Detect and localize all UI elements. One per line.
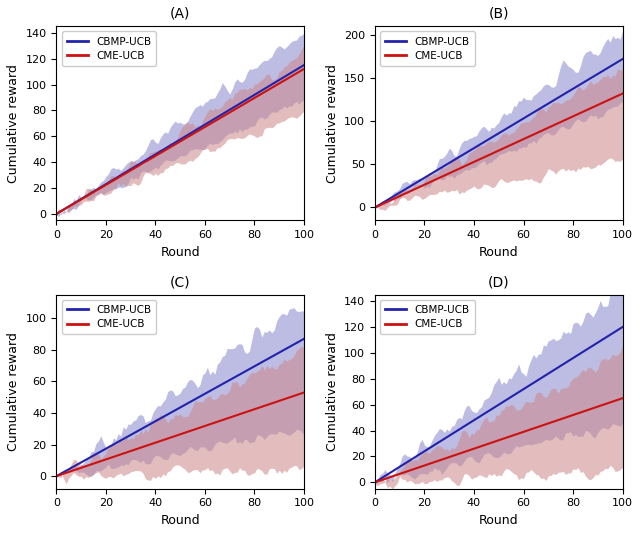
Y-axis label: Cumulative reward: Cumulative reward xyxy=(7,332,20,451)
X-axis label: Round: Round xyxy=(161,246,200,258)
Legend: CBMP-UCB, CME-UCB: CBMP-UCB, CME-UCB xyxy=(61,300,156,334)
Legend: CBMP-UCB, CME-UCB: CBMP-UCB, CME-UCB xyxy=(380,32,475,66)
Title: (C): (C) xyxy=(170,276,191,289)
Legend: CBMP-UCB, CME-UCB: CBMP-UCB, CME-UCB xyxy=(61,32,156,66)
Y-axis label: Cumulative reward: Cumulative reward xyxy=(326,64,339,183)
Title: (A): (A) xyxy=(170,7,190,21)
Y-axis label: Cumulative reward: Cumulative reward xyxy=(326,332,339,451)
Legend: CBMP-UCB, CME-UCB: CBMP-UCB, CME-UCB xyxy=(380,300,475,334)
Title: (D): (D) xyxy=(488,276,509,289)
X-axis label: Round: Round xyxy=(161,514,200,527)
X-axis label: Round: Round xyxy=(479,514,518,527)
Title: (B): (B) xyxy=(488,7,509,21)
Y-axis label: Cumulative reward: Cumulative reward xyxy=(7,64,20,183)
X-axis label: Round: Round xyxy=(479,246,518,258)
